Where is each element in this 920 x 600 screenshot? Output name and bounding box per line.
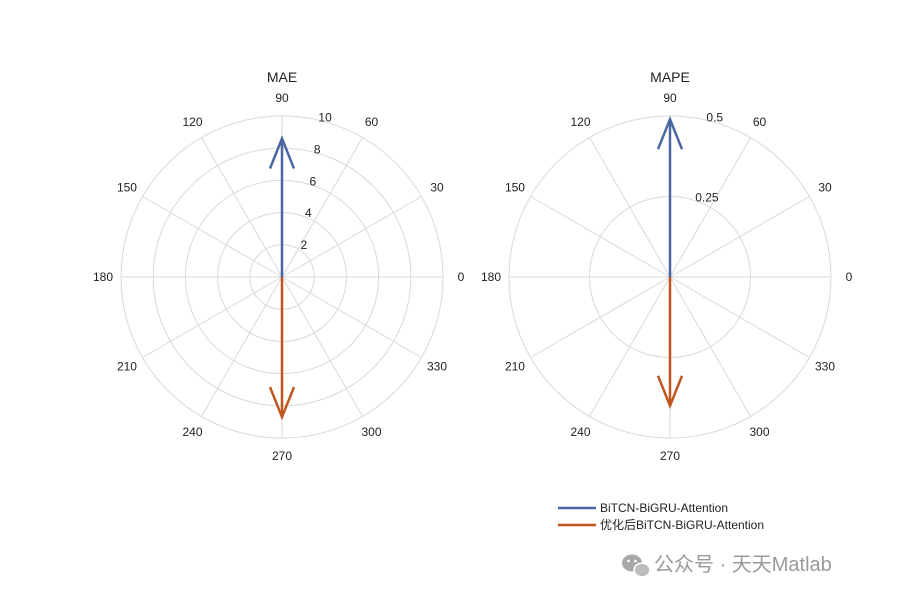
angle-tick-label: 150 — [117, 181, 137, 195]
angle-tick-label: 300 — [749, 425, 769, 439]
radial-tick-label: 2 — [300, 238, 307, 252]
wechat-icon — [622, 554, 651, 578]
plot-title: MAE — [267, 69, 297, 85]
radial-tick-label: 0.25 — [695, 190, 719, 204]
angle-tick-label: 330 — [815, 360, 835, 374]
angular-grid-line — [281, 276, 422, 358]
angular-grid-line — [281, 196, 422, 278]
series-arrow-1 — [268, 135, 296, 277]
watermark-text: 公众号 · 天天Matlab — [654, 553, 832, 576]
series-arrow-2 — [656, 277, 684, 410]
angle-tick-label: 60 — [753, 115, 767, 129]
legend: BiTCN-BiGRU-Attention 优化后BiTCN-BiGRU-Att… — [558, 501, 764, 532]
angular-grid-line — [201, 276, 283, 417]
radial-tick-label: 4 — [305, 206, 312, 220]
legend-label-2: 优化后BiTCN-BiGRU-Attention — [600, 518, 764, 532]
angular-grid-line — [201, 137, 283, 278]
angle-tick-label: 330 — [427, 360, 447, 374]
angle-tick-label: 210 — [117, 360, 137, 374]
angle-tick-label: 120 — [182, 115, 202, 129]
polar-plot-1: 0 30 60 90 120 150 180 210 240 270 300 330 2 4 6 8 10 MAE — [93, 69, 465, 463]
angular-grid-line — [669, 276, 810, 358]
angle-tick-label: 210 — [505, 360, 525, 374]
angular-grid-line — [589, 137, 671, 278]
angle-tick-label: 240 — [182, 425, 202, 439]
angle-tick-label: 120 — [570, 115, 590, 129]
angle-tick-label: 30 — [430, 181, 444, 195]
radial-tick-label: 8 — [314, 142, 321, 156]
angular-grid-line — [530, 196, 671, 278]
radial-tick-label: 6 — [309, 174, 316, 188]
angular-grid-line — [589, 276, 671, 417]
angular-grid-line — [530, 276, 671, 358]
series-arrow-2 — [268, 277, 296, 421]
angular-grid-line — [281, 137, 363, 278]
angular-grid-line — [281, 276, 363, 417]
angle-tick-label: 300 — [361, 425, 381, 439]
angular-grid-line — [142, 276, 283, 358]
angle-tick-label: 60 — [365, 115, 379, 129]
angle-tick-label: 90 — [663, 91, 677, 105]
legend-label-1: BiTCN-BiGRU-Attention — [600, 501, 728, 515]
angle-tick-label: 240 — [570, 425, 590, 439]
radial-tick-label: 0.5 — [706, 111, 723, 125]
angle-tick-label: 30 — [818, 181, 832, 195]
angular-grid-line — [142, 196, 283, 278]
angle-tick-label: 270 — [272, 449, 292, 463]
angle-tick-label: 90 — [275, 91, 289, 105]
radial-tick-label: 10 — [318, 111, 332, 125]
arrow-head — [656, 115, 684, 150]
angular-grid-line — [669, 196, 810, 278]
arrow-head — [268, 135, 296, 170]
plot-title: MAPE — [650, 69, 690, 85]
watermark: 公众号 · 天天Matlab — [622, 553, 832, 578]
angle-tick-label: 180 — [481, 270, 501, 284]
series-arrow-1 — [656, 115, 684, 277]
angle-tick-label: 180 — [93, 270, 113, 284]
arrow-head — [656, 375, 684, 410]
angle-tick-label: 150 — [505, 181, 525, 195]
angular-grid-line — [669, 276, 751, 417]
angle-tick-label: 0 — [458, 270, 465, 284]
polar-plot-2: 0 30 60 90 120 150 180 210 240 270 300 330 0.25 0.5 MA… — [481, 69, 853, 463]
angle-tick-label: 270 — [660, 449, 680, 463]
angular-grid-line — [669, 137, 751, 278]
angle-tick-label: 0 — [846, 270, 853, 284]
arrow-head — [268, 386, 296, 421]
